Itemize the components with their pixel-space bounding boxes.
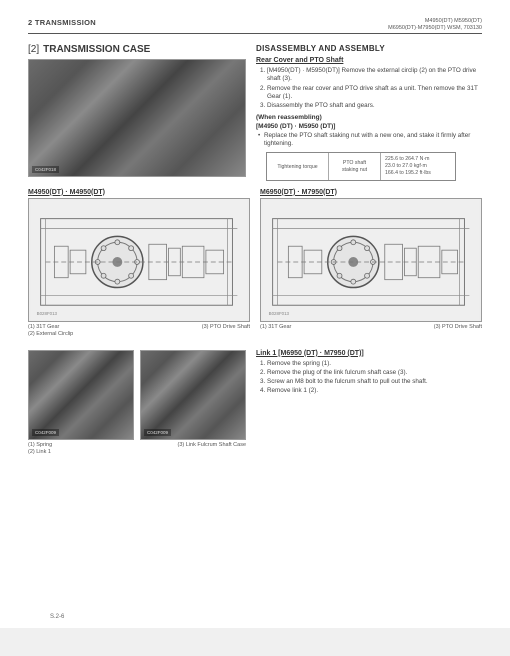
caption-item: (2) Link 1 xyxy=(28,449,52,456)
page: 2 TRANSMISSION M4950(DT) M5950(DT) M6950… xyxy=(0,0,510,656)
step-item: Remove the spring (1). xyxy=(267,360,482,368)
page-header: 2 TRANSMISSION M4950(DT) M5950(DT) M6950… xyxy=(28,18,482,34)
svg-text:B028F013: B028F013 xyxy=(269,311,290,316)
bottom-right: Link 1 [M6950 (DT) · M7950 (DT)] Remove … xyxy=(256,344,482,456)
diagram-right-image: B028F013 xyxy=(260,198,482,322)
gear-diagram-icon: B028F013 xyxy=(29,199,249,321)
doc-models-1: M4950(DT) M5950(DT) xyxy=(388,18,482,25)
diagram-right: M6950(DT) · M7950(DT) xyxy=(260,189,482,338)
title-text: TRANSMISSION CASE xyxy=(43,44,150,55)
bottom-left: C042F009 C042F009 (1) Spring (2) Link 1 … xyxy=(28,344,246,456)
header-right: M4950(DT) M5950(DT) M6950(DT)·M7950(DT) … xyxy=(388,18,482,31)
photo-row: C042F009 C042F009 xyxy=(28,350,246,440)
bullet-a: Replace the PTO shaft staking nut with a… xyxy=(256,132,482,148)
small-photo-2: C042F009 xyxy=(140,350,246,440)
diagram-left-title: M4950(DT) · M4950(DT) xyxy=(28,189,250,196)
gear-diagram-icon: B028F013 xyxy=(261,199,481,321)
title-bracket: [2] xyxy=(28,44,39,55)
caption-item: (1) Spring xyxy=(28,442,52,449)
small-photo-1: C042F009 xyxy=(28,350,134,440)
steps-a: [M4950(DT) · M5950(DT)] Remove the exter… xyxy=(256,67,482,110)
main-photo: C042F018 xyxy=(28,59,246,177)
step-item: Remove the plug of the link fulcrum shaf… xyxy=(267,369,482,377)
photo-tag: C042F018 xyxy=(32,166,59,173)
step-item: Remove the rear cover and PTO drive shaf… xyxy=(267,85,482,101)
step-item: [M4950(DT) · M5950(DT)] Remove the exter… xyxy=(267,67,482,83)
reassembling-note: (When reassembling) xyxy=(256,114,482,121)
torque-values: 225.6 to 264.7 N·m 23.0 to 27.0 kgf·m 16… xyxy=(381,153,455,179)
diagram-right-caption: (1) 31T Gear (3) PTO Drive Shaft xyxy=(260,324,482,331)
diagram-left-caption: (1) 31T Gear (2) External Circlip (3) PT… xyxy=(28,324,250,338)
section-name: TRANSMISSION xyxy=(35,18,96,27)
steps-b: Remove the spring (1). Remove the plug o… xyxy=(256,360,482,396)
step-item: Disassembly the PTO shaft and gears. xyxy=(267,102,482,110)
bottom-columns: C042F009 C042F009 (1) Spring (2) Link 1 … xyxy=(28,344,482,456)
caption-item: (3) PTO Drive Shaft xyxy=(202,324,250,338)
torque-label: Tightening torque xyxy=(267,153,329,179)
diagram-row: M4950(DT) · M4950(DT) xyxy=(28,189,482,338)
caption-item: (2) External Circlip xyxy=(28,331,73,338)
step-item: Remove link 1 (2). xyxy=(267,387,482,395)
header-left: 2 TRANSMISSION xyxy=(28,18,96,31)
torque-table: Tightening torque PTO shaft staking nut … xyxy=(266,152,456,180)
photo-tag: C042F009 xyxy=(32,429,59,436)
diagram-left-image: B028F013 xyxy=(28,198,250,322)
step-item: Screw an M8 bolt to the fulcrum shaft to… xyxy=(267,378,482,386)
diagram-left: M4950(DT) · M4950(DT) xyxy=(28,189,250,338)
doc-ref: WSM, 703130 xyxy=(447,25,482,31)
top-columns: [2] TRANSMISSION CASE C042F018 DISASSEMBL… xyxy=(28,44,482,186)
svg-text:B028F013: B028F013 xyxy=(37,311,58,316)
right-column: DISASSEMBLY AND ASSEMBLY Rear Cover and … xyxy=(256,44,482,186)
rear-cover-heading: Rear Cover and PTO Shaft xyxy=(256,57,482,64)
link1-heading: Link 1 [M6950 (DT) · M7950 (DT)] xyxy=(256,350,482,357)
diagram-right-title: M6950(DT) · M7950(DT) xyxy=(260,189,482,196)
left-column: [2] TRANSMISSION CASE C042F018 xyxy=(28,44,246,186)
caption-item: (1) 31T Gear xyxy=(260,324,291,331)
section-title: [2] TRANSMISSION CASE xyxy=(28,44,246,55)
models-a: [M4950 (DT) · M5950 (DT)] xyxy=(256,123,482,130)
doc-models-2: M6950(DT)·M7950(DT) xyxy=(388,25,445,31)
section-number: 2 xyxy=(28,18,32,27)
bottom-caption: (1) Spring (2) Link 1 (3) Link Fulcrum S… xyxy=(28,442,246,456)
caption-item: (1) 31T Gear xyxy=(28,324,73,331)
torque-item: PTO shaft staking nut xyxy=(329,153,381,179)
disassembly-heading: DISASSEMBLY AND ASSEMBLY xyxy=(256,44,482,53)
caption-item: (3) Link Fulcrum Shaft Case xyxy=(178,442,246,456)
page-number: S.2-6 xyxy=(50,614,64,620)
caption-item: (3) PTO Drive Shaft xyxy=(434,324,482,331)
photo-tag: C042F009 xyxy=(144,429,171,436)
